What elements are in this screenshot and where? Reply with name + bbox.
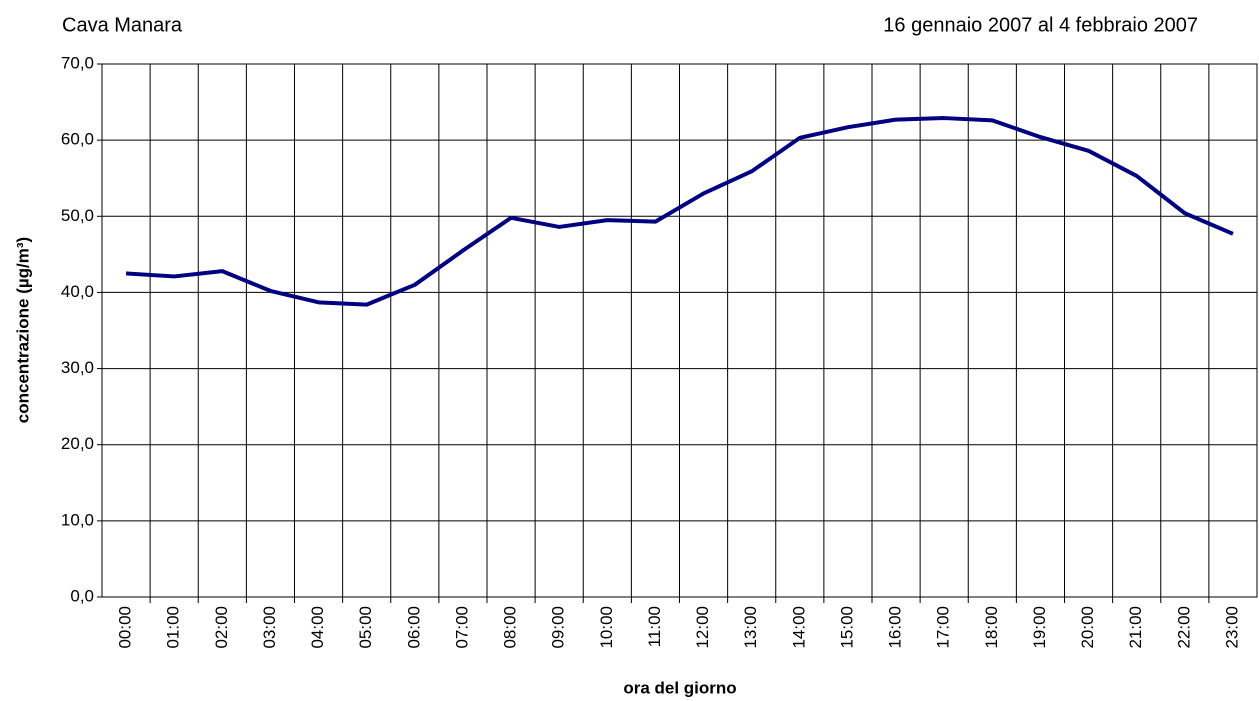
y-tick-label: 30,0 bbox=[61, 358, 94, 377]
x-tick-label: 22:00 bbox=[1174, 606, 1193, 649]
x-tick-label: 13:00 bbox=[741, 606, 760, 649]
x-tick-label: 20:00 bbox=[1078, 606, 1097, 649]
x-tick-label: 04:00 bbox=[308, 606, 327, 649]
x-tick-label: 10:00 bbox=[597, 606, 616, 649]
x-tick-label: 08:00 bbox=[501, 606, 520, 649]
x-tick-label: 01:00 bbox=[164, 606, 183, 649]
chart-subtitle: 16 gennaio 2007 al 4 febbraio 2007 bbox=[883, 14, 1198, 36]
x-tick-label: 05:00 bbox=[356, 606, 375, 649]
x-tick-label: 14:00 bbox=[789, 606, 808, 649]
y-tick-label: 0,0 bbox=[70, 586, 94, 605]
data-line bbox=[125, 116, 1234, 307]
y-tick-label: 60,0 bbox=[61, 130, 94, 149]
plot-border bbox=[101, 63, 1258, 598]
y-tick-label: 50,0 bbox=[61, 206, 94, 225]
x-tick-label: 21:00 bbox=[1126, 606, 1145, 649]
x-axis-title: ora del giorno bbox=[623, 678, 736, 697]
x-tick-label: 15:00 bbox=[837, 606, 856, 649]
y-tick-label: 70,0 bbox=[61, 53, 94, 72]
y-tick-label: 40,0 bbox=[61, 282, 94, 301]
x-tick-label: 18:00 bbox=[982, 606, 1001, 649]
x-tick-label: 07:00 bbox=[452, 606, 471, 649]
x-tick-label: 11:00 bbox=[645, 606, 664, 647]
y-tick-label: 10,0 bbox=[61, 510, 94, 529]
y-tick-label: 20,0 bbox=[61, 434, 94, 453]
x-tick-label: 03:00 bbox=[260, 606, 279, 649]
x-tick-label: 17:00 bbox=[934, 606, 953, 649]
chart-title: Cava Manara bbox=[62, 14, 183, 36]
x-tick-label: 16:00 bbox=[886, 606, 905, 649]
x-tick-label: 02:00 bbox=[212, 606, 231, 649]
x-tick-label: 23:00 bbox=[1222, 606, 1241, 649]
y-axis-title: concentrazione (µg/m³) bbox=[13, 237, 32, 423]
x-tick-label: 00:00 bbox=[116, 606, 135, 649]
x-tick-label: 19:00 bbox=[1030, 606, 1049, 649]
x-tick-label: 09:00 bbox=[549, 606, 568, 649]
x-tick-label: 12:00 bbox=[693, 606, 712, 649]
x-tick-label: 06:00 bbox=[404, 606, 423, 649]
